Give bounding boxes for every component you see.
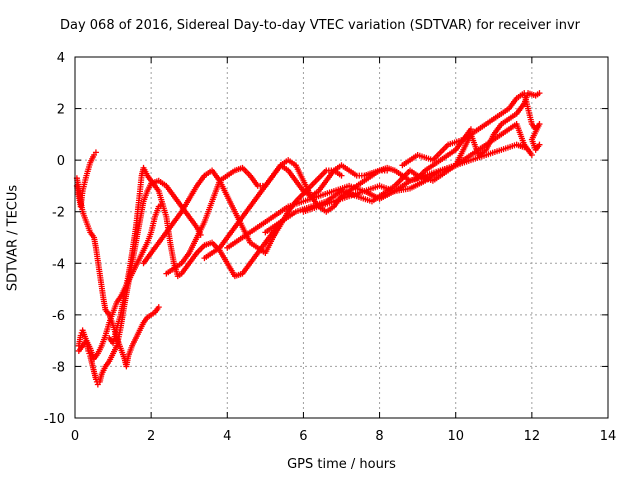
series-track-5 <box>106 164 284 347</box>
y-tick-label: 2 <box>57 103 65 118</box>
series-track-4 <box>75 200 166 362</box>
data-point-marker <box>467 126 474 133</box>
x-tick-label: 14 <box>600 429 617 444</box>
x-tick-label: 2 <box>147 429 155 444</box>
series-track-8 <box>201 126 474 262</box>
series-track-2 <box>73 175 162 370</box>
y-tick-label: 4 <box>57 51 65 66</box>
data-point-marker <box>536 141 543 148</box>
x-tick-label: 8 <box>375 429 383 444</box>
x-tick-label: 4 <box>223 429 231 444</box>
data-points <box>73 90 543 388</box>
x-tick-label: 12 <box>524 429 541 444</box>
y-tick-label: -6 <box>52 309 65 324</box>
x-tick-label: 10 <box>447 429 464 444</box>
chart-title: Day 068 of 2016, Sidereal Day-to-day VTE… <box>59 18 581 33</box>
y-tick-label: -2 <box>52 206 65 221</box>
y-tick-label: -8 <box>52 360 65 375</box>
y-tick-label: -4 <box>52 257 65 272</box>
data-point-marker <box>528 151 535 158</box>
series-track-12 <box>399 90 543 169</box>
data-point-marker <box>155 304 162 311</box>
x-axis-label: GPS time / hours <box>287 457 396 472</box>
data-point-marker <box>338 172 345 179</box>
axis-ticks: 0 2 4 6 8 10 12 14 -10 -8 -6 -4 -2 0 2 4 <box>44 51 617 444</box>
y-axis-label: SDTVAR / TECUs <box>5 184 21 292</box>
x-tick-label: 6 <box>299 429 307 444</box>
data-point-marker <box>536 90 543 97</box>
y-tick-label: -10 <box>44 412 65 427</box>
y-tick-label: 0 <box>57 154 65 169</box>
x-tick-label: 0 <box>71 429 79 444</box>
grid-lines <box>75 57 608 418</box>
plot-frame <box>74 56 609 419</box>
data-point-marker <box>92 149 99 156</box>
